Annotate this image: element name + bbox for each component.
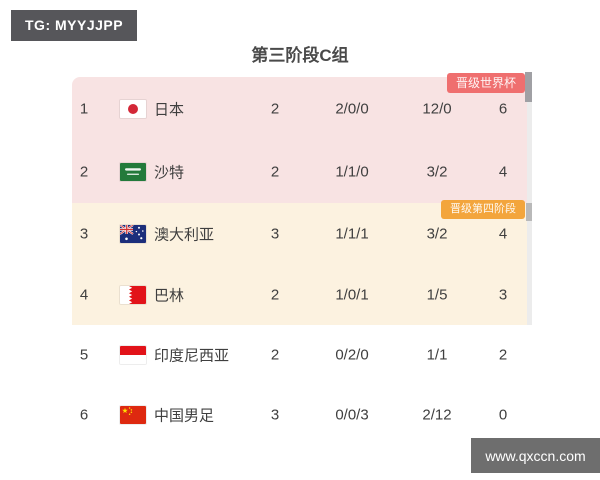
rank-cell: 4: [79, 286, 89, 303]
fourth-stage-badge: 晋级第四阶段: [441, 200, 525, 219]
table-row: 4 巴林 2 1/0/1 1/5 3: [72, 264, 528, 325]
played-cell: 2: [270, 163, 280, 180]
rank-cell: 1: [79, 100, 89, 117]
scrollbar-nub: [526, 203, 532, 221]
points-cell: 3: [498, 286, 508, 303]
standings-table: 晋级世界杯 1 日本 2 2/0/0 12/0 6 2 沙特 2 1/1/0 3…: [72, 73, 528, 445]
goals-cell: 3/2: [426, 225, 448, 242]
points-cell: 4: [498, 163, 508, 180]
record-cell: 0/0/3: [335, 406, 369, 424]
australia-flag: [120, 224, 146, 243]
team-name: 沙特: [154, 164, 185, 181]
rank-cell: 2: [79, 163, 89, 180]
points-cell: 6: [498, 100, 508, 117]
table-row: 6 中国男足 3 0/0/3 2/12 0: [72, 385, 528, 445]
eliminated-zone: 5 印度尼西亚 2 0/2/0 1/1 2 6 中国男足 3 0/0/3 2/1…: [72, 325, 528, 445]
indonesia-flag: [120, 346, 146, 364]
scrollbar-thumb[interactable]: [525, 72, 532, 102]
goals-cell: 12/0: [422, 100, 452, 117]
world-cup-qualification-zone: 晋级世界杯 1 日本 2 2/0/0 12/0 6 2 沙特 2 1/1/0 3…: [72, 73, 528, 203]
record-cell: 0/2/0: [335, 346, 369, 364]
table-row: 3 澳大利亚 3 1/1/1 3/2 4: [72, 203, 528, 264]
played-cell: 3: [270, 406, 280, 424]
rank-cell: 3: [79, 225, 89, 242]
points-cell: 2: [498, 346, 508, 364]
site-watermark: www.qxccn.com: [471, 438, 600, 473]
goals-cell: 2/12: [422, 406, 452, 424]
page-title: 第三阶段C组: [251, 46, 349, 65]
table-row: 2 沙特 2 1/1/0 3/2 4: [72, 140, 528, 203]
scrollbar-track: [527, 77, 532, 325]
telegram-handle-badge: TG: MYYJJPP: [11, 10, 138, 41]
played-cell: 2: [270, 346, 280, 364]
goals-cell: 3/2: [426, 163, 448, 180]
world-cup-badge: 晋级世界杯: [446, 73, 525, 93]
fourth-stage-qualification-zone: 晋级第四阶段 3 澳大利亚 3 1/1/1 3/2 4 4 巴林 2 1/0/1…: [72, 200, 528, 325]
record-cell: 2/0/0: [335, 100, 369, 117]
team-name: 日本: [154, 101, 185, 118]
goals-cell: 1/5: [426, 286, 448, 303]
table-row: 5 印度尼西亚 2 0/2/0 1/1 2: [72, 325, 528, 385]
goals-cell: 1/1: [426, 346, 448, 364]
team-name: 澳大利亚: [154, 226, 215, 243]
bahrain-flag: [120, 285, 146, 304]
rank-cell: 5: [79, 346, 89, 364]
table-row: 1 日本 2 2/0/0 12/0 6: [72, 77, 528, 140]
points-cell: 4: [498, 225, 508, 242]
team-name: 中国男足: [154, 407, 215, 425]
saudi-flag: [120, 162, 146, 181]
rank-cell: 6: [79, 406, 89, 424]
japan-flag: [120, 99, 146, 118]
played-cell: 2: [270, 100, 280, 117]
record-cell: 1/0/1: [335, 286, 369, 303]
played-cell: 2: [270, 286, 280, 303]
china-flag: [120, 406, 146, 424]
team-name: 巴林: [154, 287, 185, 304]
team-name: 印度尼西亚: [154, 347, 230, 365]
points-cell: 0: [498, 406, 508, 424]
record-cell: 1/1/0: [335, 163, 369, 180]
played-cell: 3: [270, 225, 280, 242]
record-cell: 1/1/1: [335, 225, 369, 242]
